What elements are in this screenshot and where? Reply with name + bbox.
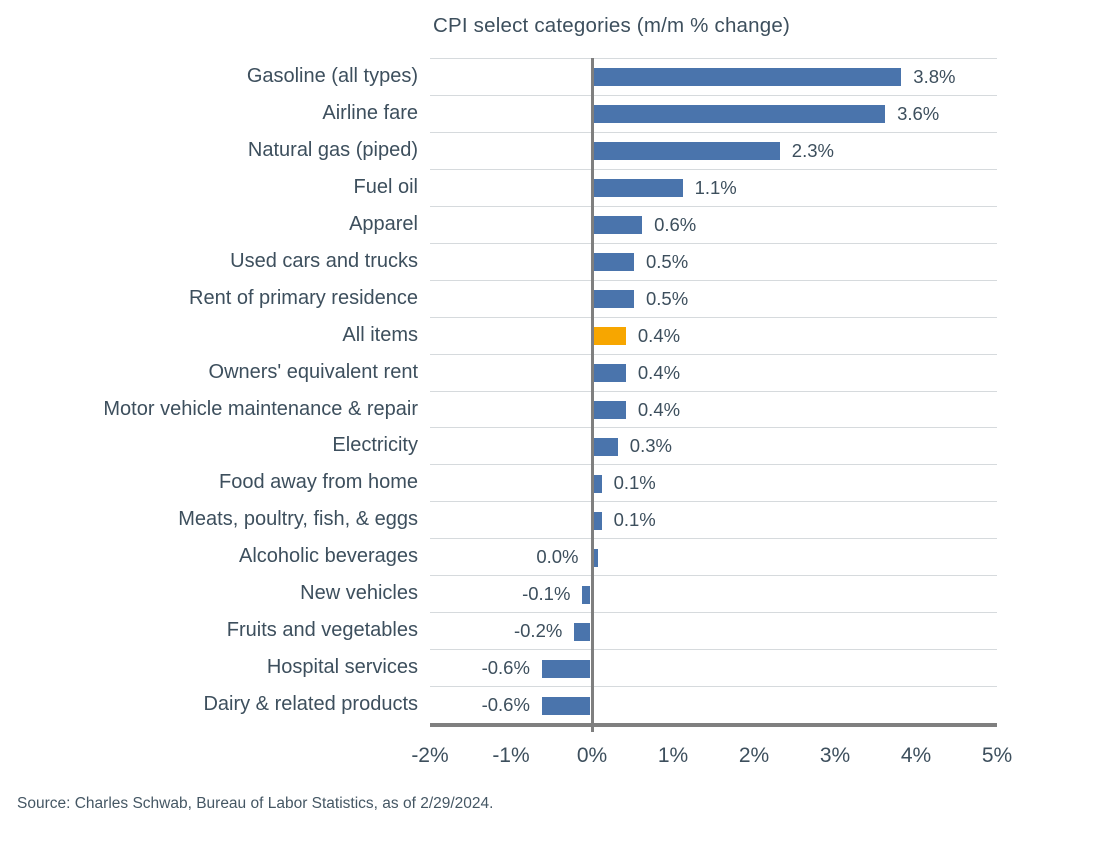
bar xyxy=(593,105,886,124)
x-tick-label: 4% xyxy=(900,744,932,767)
plot-area: 3.8% 3.6% 2.3% 1.1% 0.6% 0.5% 0.5% 0.4% 0.4% 0.4%… xyxy=(411,58,1012,843)
bar xyxy=(593,179,683,198)
bar-row: 0.4% xyxy=(430,353,997,391)
bar-row: -0.2% xyxy=(430,612,997,649)
value-label: 1.1% xyxy=(694,176,737,198)
bar-row: 3.8% xyxy=(430,58,997,95)
value-label: 0.4% xyxy=(637,361,681,383)
bar xyxy=(593,437,618,456)
source-note: Source: Charles Schwab, Bureau of Labor … xyxy=(17,795,494,812)
category-label: Natural gas (piped) xyxy=(247,138,418,161)
bar xyxy=(593,216,643,235)
value-label: 2.3% xyxy=(791,139,834,161)
bar xyxy=(593,253,634,272)
category-label: Airline fare xyxy=(322,101,418,124)
value-label: 3.6% xyxy=(897,102,940,124)
bar-highlight xyxy=(593,327,626,346)
bar-row: 0.3% xyxy=(430,427,997,464)
bar-row: 2.3% xyxy=(430,131,997,169)
category-label: Motor vehicle maintenance & repair xyxy=(103,397,418,420)
value-label: 0.5% xyxy=(646,250,689,272)
category-label: Gasoline (all types) xyxy=(246,65,418,87)
bar xyxy=(593,290,634,309)
x-tick-label: 5% xyxy=(981,744,1013,767)
value-label: 0.6% xyxy=(654,213,697,235)
x-tick-label: -2% xyxy=(411,744,449,767)
category-axis: Gasoline (all types) Airline fare Natural … xyxy=(0,58,418,723)
bar xyxy=(582,585,591,604)
x-axis-line xyxy=(430,723,997,727)
value-label: -0.1% xyxy=(522,583,571,605)
bar xyxy=(593,511,602,530)
bar-row: -0.6% xyxy=(430,686,997,723)
value-label: 0.1% xyxy=(613,472,656,494)
category-label: Electricity xyxy=(332,434,418,457)
value-label: 0.3% xyxy=(629,435,672,457)
value-label: 0.4% xyxy=(637,398,681,420)
zero-axis-line xyxy=(590,58,594,732)
category-label: Hospital services xyxy=(266,656,418,679)
bar xyxy=(593,364,626,383)
bar-row: 0.1% xyxy=(430,464,997,501)
x-tick-label: -1% xyxy=(492,744,530,767)
bar xyxy=(593,68,902,87)
category-label: Food away from home xyxy=(219,471,418,494)
bar-row: -0.1% xyxy=(430,575,997,612)
bar-row: 0.4% xyxy=(430,390,997,428)
value-label: 3.8% xyxy=(913,66,956,87)
bar xyxy=(593,474,602,493)
category-label: New vehicles xyxy=(300,582,418,605)
category-label: All items xyxy=(342,323,418,346)
bar xyxy=(541,659,591,678)
bar xyxy=(574,622,591,641)
category-label: Apparel xyxy=(349,212,418,235)
category-label: Fuel oil xyxy=(353,175,418,198)
category-label: Rent of primary residence xyxy=(189,286,418,309)
bar-row: 1.1% xyxy=(430,168,997,206)
bar-row: -0.6% xyxy=(430,649,997,686)
x-tick-label: 0% xyxy=(576,744,608,767)
value-label: -0.2% xyxy=(513,620,563,642)
value-label: 0.5% xyxy=(646,287,689,309)
category-label: Owners' equivalent rent xyxy=(208,360,418,383)
value-label: -0.6% xyxy=(481,694,530,716)
bar xyxy=(593,142,780,161)
x-tick-label: 1% xyxy=(657,744,689,767)
bar-row: 0.4% xyxy=(430,316,997,354)
bar-row: 0.0% xyxy=(430,538,997,575)
bar-row: 0.6% xyxy=(430,205,997,243)
bar xyxy=(541,696,591,715)
category-label: Fruits and vegetables xyxy=(226,619,418,642)
bar xyxy=(593,548,598,567)
x-tick-label: 3% xyxy=(819,744,851,767)
category-label: Used cars and trucks xyxy=(230,249,418,272)
bar-row: 0.5% xyxy=(430,279,997,317)
x-tick-label: 2% xyxy=(738,744,770,767)
bar xyxy=(593,400,626,419)
bar-row: 0.1% xyxy=(430,501,997,538)
bar-row: 3.6% xyxy=(430,94,997,132)
value-label: 0.4% xyxy=(637,324,681,346)
category-label: Alcoholic beverages xyxy=(239,545,418,568)
bar-row: 0.5% xyxy=(430,242,997,280)
value-label: -0.6% xyxy=(481,657,530,679)
value-label: 0.0% xyxy=(536,546,579,568)
category-label: Meats, poultry, fish, & eggs xyxy=(178,508,418,531)
chart-title: CPI select categories (m/m % change) xyxy=(433,14,790,37)
category-label: Dairy & related products xyxy=(203,693,418,716)
value-label: 0.1% xyxy=(613,509,656,531)
